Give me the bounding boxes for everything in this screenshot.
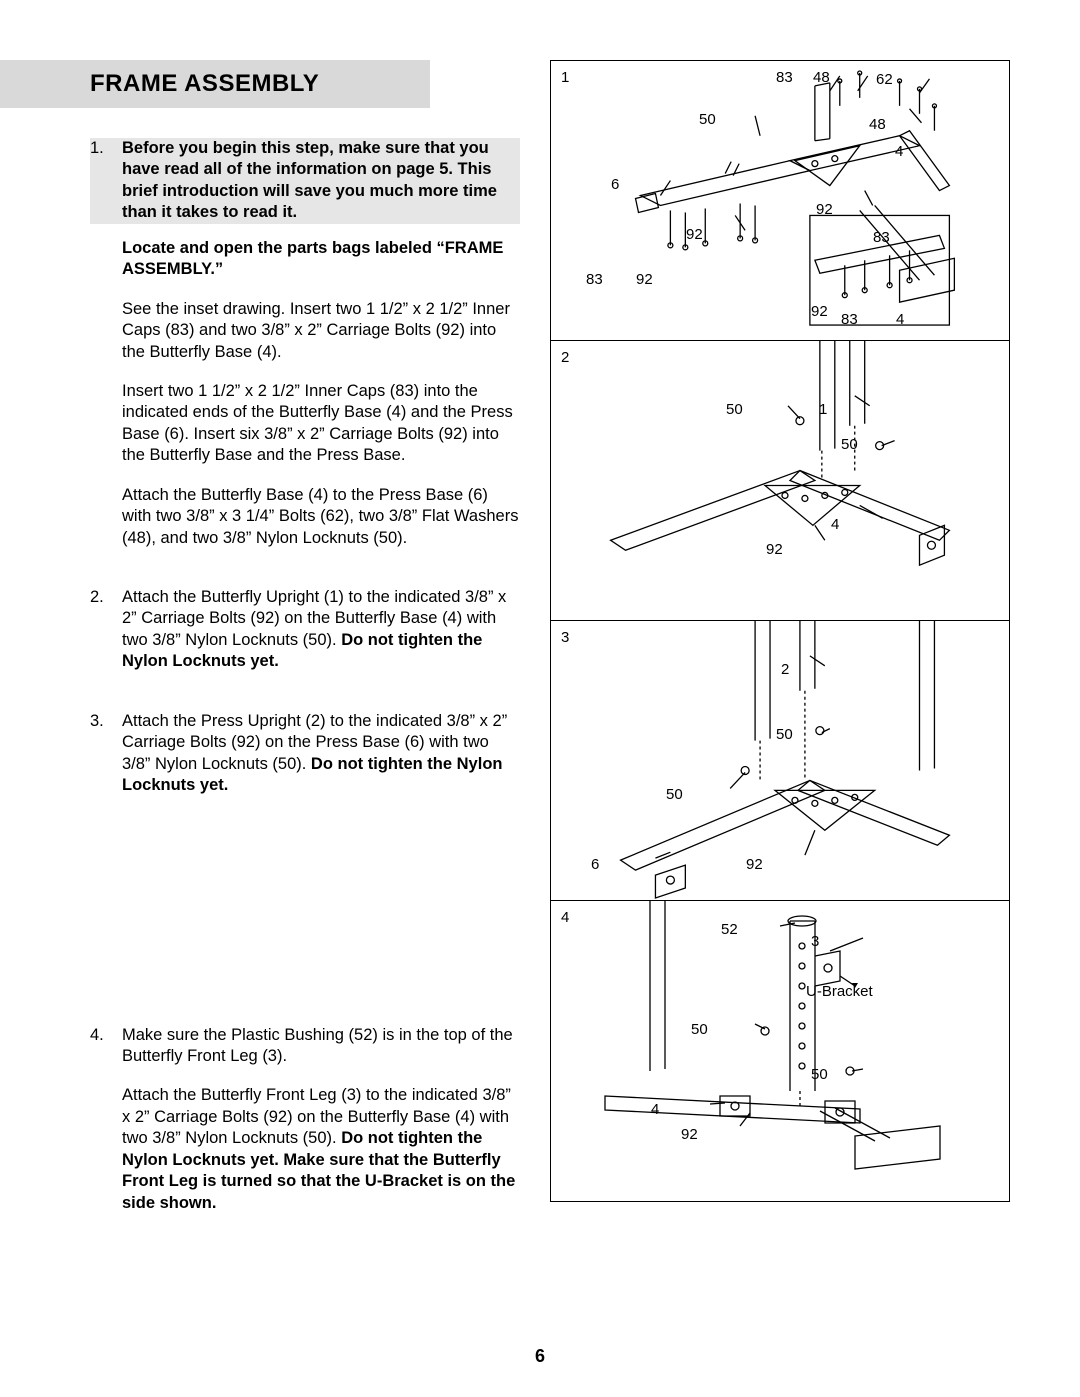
callout-label: 92 (816, 201, 833, 218)
diagram-panel-4: 4 52 3 U-Bracket 50 50 4 92 (551, 901, 1009, 1201)
callout-label: 83 (776, 69, 793, 86)
step-3: 3. Attach the Press Upright (2) to the i… (90, 711, 520, 815)
callout-label: 4 (896, 311, 904, 328)
callout-label: 4 (651, 1101, 659, 1118)
callout-label: 3 (561, 629, 569, 646)
step-4-pb: Attach the Butterfly Front Leg (3) to th… (122, 1085, 520, 1214)
callout-label: 50 (776, 726, 793, 743)
step-4-pa: Make sure the Plastic Bushing (52) is in… (122, 1025, 520, 1068)
callout-label: 6 (591, 856, 599, 873)
step-1-intro-box: 1. Before you begin this step, make sure… (90, 138, 520, 224)
callout-label: 4 (831, 516, 839, 533)
step-1-number: 1. (90, 138, 122, 224)
callout-label: 50 (666, 786, 683, 803)
callout-label: 1 (561, 69, 569, 86)
callout-label: 6 (611, 176, 619, 193)
callout-label: 50 (811, 1066, 828, 1083)
callout-label: 4 (895, 143, 903, 160)
step-1-locate: Locate and open the parts bags labeled “… (122, 238, 520, 281)
callout-label: 48 (869, 116, 886, 133)
step-4-number: 4. (90, 1025, 122, 1233)
callout-label: 83 (586, 271, 603, 288)
callout-label: 62 (876, 71, 893, 88)
callout-label: 3 (811, 933, 819, 950)
callout-label: 92 (636, 271, 653, 288)
callout-label: 52 (721, 921, 738, 938)
instructions-column: FRAME ASSEMBLY 1. Before you begin this … (90, 60, 520, 1252)
callout-label: 83 (873, 229, 890, 246)
step-1-pa: See the inset drawing. Insert two 1 1/2”… (122, 299, 520, 363)
callout-label: 4 (561, 909, 569, 926)
step-1-pb: Insert two 1 1/2” x 2 1/2” Inner Caps (8… (122, 381, 520, 467)
diagram-panel-1: 1834862504846929283839292834 (551, 61, 1009, 341)
step-1: 1. Before you begin this step, make sure… (90, 138, 520, 567)
callout-label: 83 (841, 311, 858, 328)
diagram-panel-2: 2 50 1 50 4 92 (551, 341, 1009, 621)
callout-label: 2 (561, 349, 569, 366)
section-title: FRAME ASSEMBLY (90, 70, 319, 97)
callout-label: 50 (726, 401, 743, 418)
callout-label: 50 (841, 436, 858, 453)
step-1-pc: Attach the Butterfly Base (4) to the Pre… (122, 485, 520, 549)
step-2-number: 2. (90, 587, 122, 691)
callout-label: 50 (691, 1021, 708, 1038)
callout-label: 92 (766, 541, 783, 558)
callout-label: 1 (819, 401, 827, 418)
section-title-bar: FRAME ASSEMBLY (0, 60, 430, 108)
callout-label: 50 (699, 111, 716, 128)
step-2: 2. Attach the Butterfly Upright (1) to t… (90, 587, 520, 691)
step-2-text: Attach the Butterfly Upright (1) to the … (122, 587, 520, 673)
callout-label: 92 (811, 303, 828, 320)
diagrams-column: 1834862504846929283839292834250150492325… (550, 60, 1010, 1252)
callout-label: 48 (813, 69, 830, 86)
page-number: 6 (0, 1346, 1080, 1367)
step-4: 4. Make sure the Plastic Bushing (52) is… (90, 1025, 520, 1233)
step-1-intro: Before you begin this step, make sure th… (122, 138, 520, 224)
callout-label: U-Bracket (806, 983, 873, 1000)
step-3-number: 3. (90, 711, 122, 815)
callout-label: 2 (781, 661, 789, 678)
callout-label: 92 (686, 226, 703, 243)
callout-label: 92 (681, 1126, 698, 1143)
step-3-text: Attach the Press Upright (2) to the indi… (122, 711, 520, 797)
callout-label: 92 (746, 856, 763, 873)
diagram-panel-3: 3 2 50 50 6 92 (551, 621, 1009, 901)
